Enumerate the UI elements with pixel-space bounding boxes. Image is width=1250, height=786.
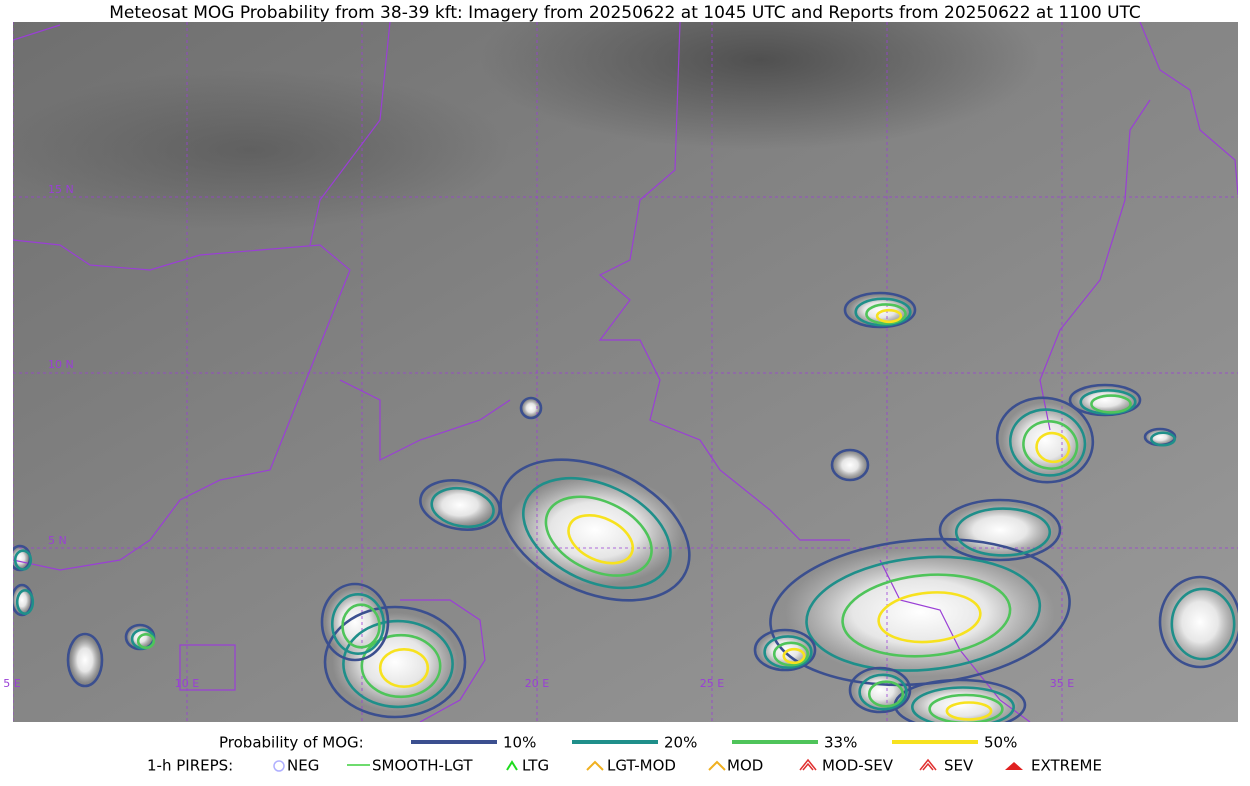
contour bbox=[320, 582, 390, 662]
contour bbox=[1068, 383, 1142, 417]
legend-icon bbox=[273, 760, 285, 772]
legend-label: EXTREME bbox=[1031, 757, 1102, 775]
contour bbox=[772, 641, 810, 667]
cloud bbox=[325, 587, 385, 657]
cloud bbox=[833, 451, 867, 479]
contour bbox=[567, 514, 634, 565]
contour bbox=[763, 635, 813, 669]
contour bbox=[945, 701, 993, 721]
contour bbox=[858, 673, 908, 711]
legend-label: MOD bbox=[727, 757, 763, 775]
contour bbox=[841, 573, 1012, 658]
legend-icon bbox=[1005, 762, 1023, 770]
longitude-label: 10 E bbox=[175, 677, 199, 690]
contour bbox=[911, 686, 1015, 722]
contour bbox=[1170, 587, 1236, 661]
contour bbox=[805, 555, 1042, 672]
latitude-label: 10 N bbox=[48, 358, 74, 371]
contour bbox=[854, 297, 912, 327]
legend-label: 10% bbox=[503, 734, 536, 752]
contour bbox=[1022, 420, 1079, 470]
legend-label: NEG bbox=[287, 757, 319, 775]
legend-label: MOD-SEV bbox=[822, 757, 894, 775]
contour bbox=[378, 647, 430, 688]
contour bbox=[13, 549, 33, 571]
legend-icon bbox=[586, 760, 604, 771]
dry-air bbox=[480, 22, 1040, 150]
cloud bbox=[946, 503, 1054, 557]
contour bbox=[877, 591, 982, 644]
contour bbox=[954, 507, 1052, 557]
legend-label: 50% bbox=[984, 734, 1017, 752]
contour bbox=[544, 495, 653, 577]
cloud bbox=[1164, 581, 1236, 663]
cloud bbox=[522, 399, 540, 417]
legend-icon bbox=[708, 760, 726, 771]
cloud bbox=[785, 547, 1055, 677]
cloud bbox=[1001, 402, 1089, 478]
longitude-label: 25 E bbox=[700, 677, 724, 690]
longitude-label: 20 E bbox=[525, 677, 549, 690]
contour bbox=[928, 693, 1004, 722]
contour bbox=[15, 588, 35, 615]
cloud bbox=[69, 636, 101, 684]
latitude-label: 5 N bbox=[48, 534, 67, 547]
contour bbox=[1035, 431, 1071, 464]
legend: Probability of MOG: 10% 20% 33% 50% 1-h PIREP… bbox=[147, 734, 1102, 775]
borders bbox=[13, 22, 1238, 722]
contour bbox=[843, 291, 917, 329]
contour bbox=[875, 308, 903, 324]
contour bbox=[136, 632, 156, 650]
legend-label: 33% bbox=[824, 734, 857, 752]
contour bbox=[1008, 408, 1087, 477]
legend-label: SMOOTH-LGT bbox=[372, 757, 473, 775]
contour bbox=[330, 593, 386, 655]
contour bbox=[753, 628, 817, 672]
legend-label: 20% bbox=[664, 734, 697, 752]
legend-label: LTG bbox=[522, 757, 549, 775]
mog-contours bbox=[13, 291, 1238, 722]
title: Meteosat MOG Probability from 38-39 kft:… bbox=[109, 3, 1141, 23]
contour bbox=[782, 647, 806, 665]
contour bbox=[360, 633, 442, 699]
latitude-label: 15 N bbox=[48, 183, 74, 196]
contour bbox=[1150, 431, 1177, 447]
contour bbox=[521, 476, 672, 590]
contour bbox=[995, 396, 1095, 484]
legend-label: SEV bbox=[944, 757, 974, 775]
contour bbox=[865, 303, 907, 325]
legend-title: 1-h PIREPS: bbox=[147, 757, 233, 775]
contour bbox=[830, 448, 870, 482]
contour bbox=[519, 396, 543, 420]
contour bbox=[1090, 394, 1132, 414]
contour bbox=[323, 605, 467, 719]
contour bbox=[419, 479, 501, 531]
contour bbox=[66, 632, 104, 688]
dry-air bbox=[13, 70, 510, 230]
contour bbox=[1079, 388, 1137, 415]
contour bbox=[342, 619, 454, 709]
contour bbox=[341, 603, 381, 649]
contour bbox=[430, 486, 495, 529]
satellite-map bbox=[13, 22, 1238, 722]
legend-label: LGT-MOD bbox=[607, 757, 676, 775]
longitude-label: 35 E bbox=[1050, 677, 1074, 690]
contour bbox=[867, 680, 905, 708]
contour bbox=[938, 498, 1062, 562]
longitude-label: 5 E bbox=[3, 677, 20, 690]
cloud bbox=[424, 483, 496, 527]
legend-icon bbox=[506, 760, 518, 771]
contour bbox=[1158, 575, 1238, 669]
contour bbox=[499, 458, 691, 602]
legend-icon bbox=[919, 758, 937, 771]
contour bbox=[848, 666, 912, 714]
legend-title: Probability of MOG: bbox=[219, 734, 364, 752]
legend-icon bbox=[799, 758, 817, 771]
